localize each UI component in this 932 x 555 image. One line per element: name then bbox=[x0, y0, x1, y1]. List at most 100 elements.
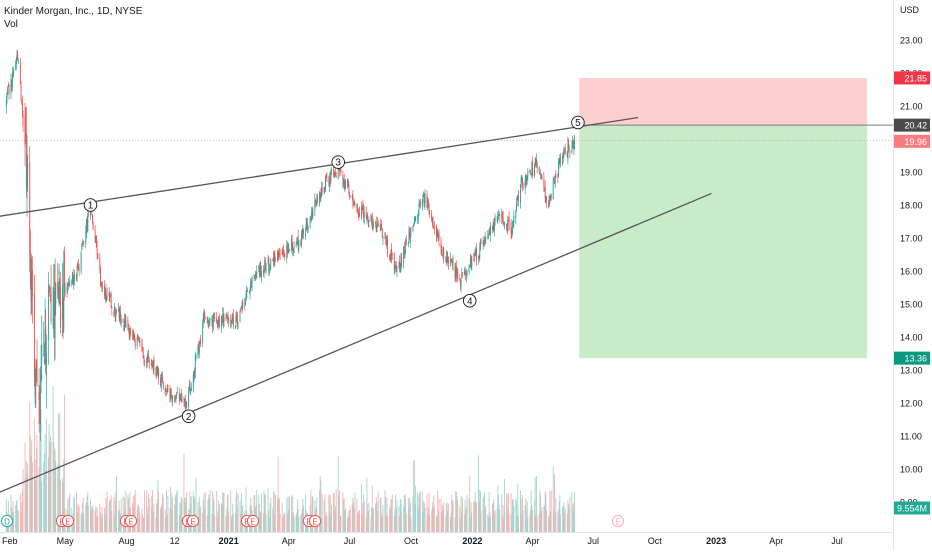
candle-68 bbox=[68, 283, 70, 285]
volume-bar-595 bbox=[562, 507, 564, 532]
volume-bar-474 bbox=[447, 503, 449, 532]
volume-bar-490 bbox=[463, 514, 465, 532]
volume-bar-150 bbox=[146, 490, 148, 532]
take-profit-price-label[interactable]: 13.36 bbox=[894, 351, 930, 365]
candle-403 bbox=[381, 228, 383, 238]
event-marker-11[interactable]: E bbox=[611, 514, 625, 528]
symbol-title[interactable]: Kinder Morgan, Inc., 1D, NYSE bbox=[4, 6, 143, 17]
stop-loss-zone[interactable] bbox=[579, 77, 868, 126]
price-tick-2: 21.00 bbox=[900, 102, 923, 112]
volume-bar-76 bbox=[76, 512, 78, 532]
volume-bar-348 bbox=[330, 514, 332, 532]
volume-bar-143 bbox=[138, 506, 140, 532]
candle-589 bbox=[555, 173, 557, 174]
volume-bar-141 bbox=[137, 504, 139, 532]
wave-label-5[interactable]: 5 bbox=[571, 115, 585, 130]
volume-bar-214 bbox=[204, 491, 206, 532]
candle-320 bbox=[305, 233, 306, 237]
candle-268 bbox=[255, 275, 257, 278]
candle-370 bbox=[351, 196, 353, 198]
candle-536 bbox=[506, 227, 508, 231]
candle-180 bbox=[174, 398, 176, 400]
volume-bar-524 bbox=[494, 510, 496, 532]
candle-285 bbox=[272, 258, 274, 261]
volume-bar-208 bbox=[199, 507, 201, 532]
candle-99 bbox=[97, 253, 99, 259]
volume-bar-365 bbox=[347, 517, 348, 532]
volume-bar-477 bbox=[451, 494, 453, 532]
volume-bar-236 bbox=[226, 508, 228, 532]
volume-bar-290 bbox=[276, 499, 278, 532]
volume-bar-20 bbox=[24, 442, 26, 532]
event-letter-4: E bbox=[128, 518, 133, 527]
volume-bar-31 bbox=[34, 459, 36, 532]
volume-bar-251 bbox=[240, 513, 242, 532]
volume-bar-275 bbox=[262, 513, 264, 532]
volume-bar-373 bbox=[353, 508, 355, 532]
event-marker-6[interactable]: E bbox=[186, 514, 200, 528]
volume-bar-60 bbox=[61, 478, 63, 532]
entry-price-label[interactable]: 20.42 bbox=[894, 118, 930, 132]
candle-591 bbox=[558, 160, 560, 177]
candle-513 bbox=[484, 235, 486, 244]
candle-86 bbox=[86, 219, 87, 234]
volume-bar-350 bbox=[333, 492, 334, 532]
volume-bar-304 bbox=[289, 496, 290, 532]
candle-436 bbox=[413, 224, 415, 226]
candle-192 bbox=[184, 398, 186, 409]
stop-loss-price-label[interactable]: 21.85 bbox=[894, 71, 930, 85]
volume-indicator-label[interactable]: Vol bbox=[4, 19, 18, 30]
volume-bar-297 bbox=[282, 515, 284, 532]
volume-bar-111 bbox=[109, 499, 111, 532]
volume-bar-110 bbox=[108, 502, 110, 532]
wave-label-4[interactable]: 4 bbox=[462, 293, 477, 308]
take-profit-zone[interactable] bbox=[579, 125, 868, 359]
volume-bar-388 bbox=[367, 510, 369, 532]
candle-433 bbox=[409, 233, 411, 242]
candle-456 bbox=[431, 218, 433, 222]
candle-109 bbox=[106, 293, 108, 295]
volume-bar-172 bbox=[166, 490, 168, 532]
candle-608 bbox=[573, 145, 575, 151]
volume-bar-207 bbox=[198, 497, 200, 532]
event-marker-8[interactable]: E bbox=[246, 514, 260, 528]
wave-label-3[interactable]: 3 bbox=[331, 155, 345, 169]
volume-bar-585 bbox=[552, 466, 554, 532]
candle-198 bbox=[190, 389, 192, 392]
candle-227 bbox=[217, 320, 219, 324]
event-marker-4[interactable]: E bbox=[124, 514, 138, 528]
volume-bar-397 bbox=[376, 501, 378, 532]
candle-163 bbox=[157, 368, 159, 377]
candle-121 bbox=[118, 311, 120, 318]
volume-bar-560 bbox=[529, 514, 531, 532]
volume-bar-87 bbox=[86, 496, 88, 532]
volume-bar-40 bbox=[43, 461, 45, 532]
lower-trendline[interactable] bbox=[0, 192, 712, 502]
event-marker-10[interactable]: E bbox=[308, 514, 322, 528]
candle-318 bbox=[302, 229, 304, 235]
volume-bar-543 bbox=[512, 499, 514, 532]
event-marker-2[interactable]: E bbox=[61, 514, 75, 528]
volume-bar-238 bbox=[227, 494, 229, 532]
candle-13 bbox=[17, 54, 19, 61]
candle-106 bbox=[104, 291, 106, 296]
volume-bar-77 bbox=[77, 503, 79, 532]
candle-249 bbox=[237, 323, 239, 324]
candle-49 bbox=[50, 294, 52, 321]
candle-461 bbox=[436, 229, 438, 237]
candle-35 bbox=[38, 392, 40, 400]
volume-bar-271 bbox=[258, 503, 260, 532]
last-price-price-label[interactable]: 19.96 bbox=[894, 134, 930, 148]
candle-607 bbox=[572, 139, 574, 149]
candle-166 bbox=[160, 377, 162, 389]
candle-169 bbox=[162, 382, 164, 387]
volume-bar-598 bbox=[564, 512, 566, 532]
wave-label-1[interactable]: 1 bbox=[83, 198, 98, 212]
event-marker-0[interactable]: D bbox=[0, 514, 14, 528]
volume-bar-113 bbox=[110, 495, 112, 532]
wave-label-2[interactable]: 2 bbox=[181, 409, 196, 423]
volume-price-label[interactable]: 9.554M bbox=[894, 501, 930, 515]
volume-bar-294 bbox=[279, 513, 281, 532]
